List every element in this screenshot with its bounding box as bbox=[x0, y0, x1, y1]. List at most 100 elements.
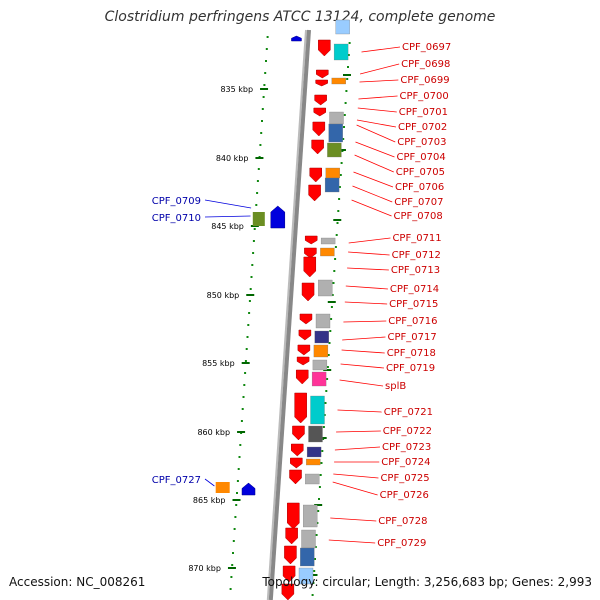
gene-label[interactable]: CPF_0704 bbox=[397, 152, 446, 163]
label-connector bbox=[353, 171, 394, 188]
cog-box bbox=[320, 247, 335, 257]
gene-label[interactable]: CPF_0699 bbox=[400, 75, 449, 86]
scale-dot bbox=[329, 330, 332, 332]
scale-label: 870 kbp bbox=[188, 564, 221, 573]
scale-dot bbox=[265, 60, 267, 62]
reverse-gene-arrow bbox=[297, 344, 311, 356]
reverse-gene-arrow bbox=[287, 502, 300, 530]
gene-label[interactable]: CPF_0724 bbox=[381, 457, 430, 468]
gene-label[interactable]: CPF_0713 bbox=[391, 265, 440, 276]
gene-label[interactable]: CPF_0725 bbox=[380, 473, 429, 484]
gene-label[interactable]: CPF_0702 bbox=[398, 122, 447, 133]
gene-label[interactable]: CPF_0717 bbox=[388, 332, 437, 343]
gene-label[interactable]: CPF_0711 bbox=[392, 233, 441, 244]
cog-box bbox=[328, 123, 343, 143]
gene-label[interactable]: CPF_0727 bbox=[152, 475, 201, 486]
scale-dot bbox=[233, 528, 236, 530]
reverse-gene-arrow bbox=[292, 425, 305, 441]
gene-label[interactable]: CPF_0700 bbox=[400, 91, 449, 102]
scale-dot bbox=[334, 258, 337, 260]
scale-dot bbox=[230, 576, 233, 578]
gene-label[interactable]: CPF_0707 bbox=[394, 197, 443, 208]
cog-box bbox=[303, 504, 318, 528]
reverse-gene-arrow bbox=[285, 527, 298, 545]
reverse-gene-arrow bbox=[298, 329, 312, 341]
gene-features bbox=[241, 35, 331, 600]
scale-label: 865 kbp bbox=[193, 496, 226, 505]
scale-dot bbox=[252, 252, 255, 254]
label-connector bbox=[332, 481, 378, 496]
cog-box bbox=[324, 177, 340, 193]
cog-box bbox=[300, 547, 315, 567]
scale-dot bbox=[246, 336, 249, 338]
gene-label[interactable]: CPF_0712 bbox=[392, 250, 441, 261]
scale-dot bbox=[244, 360, 247, 362]
gene-label[interactable]: CPF_0703 bbox=[397, 137, 446, 148]
label-connector bbox=[341, 349, 385, 354]
scale-dot bbox=[248, 300, 251, 302]
reverse-gene-arrow bbox=[318, 39, 331, 57]
scale-dot bbox=[316, 522, 319, 524]
scale-dot bbox=[235, 504, 238, 506]
scale-dot bbox=[318, 498, 320, 500]
scale-dot bbox=[315, 534, 318, 536]
scale-dot bbox=[340, 162, 343, 164]
gene-label[interactable]: CPF_0697 bbox=[402, 42, 451, 53]
reverse-gene-arrow bbox=[281, 583, 295, 600]
scale-dot bbox=[323, 414, 326, 416]
gene-label[interactable]: CPF_0698 bbox=[401, 59, 450, 70]
gene-label[interactable]: CPF_0718 bbox=[387, 348, 436, 359]
gene-label[interactable]: CPF_0719 bbox=[386, 363, 435, 374]
cog-box bbox=[315, 313, 331, 329]
reverse-gene-arrow bbox=[299, 313, 313, 325]
gene-label[interactable]: CPF_0710 bbox=[152, 213, 201, 224]
label-connectors bbox=[204, 46, 401, 544]
gene-label[interactable]: CPF_0706 bbox=[395, 182, 444, 193]
scale-dot bbox=[247, 324, 250, 326]
scale-dot bbox=[229, 588, 232, 590]
gene-label[interactable]: CPF_0715 bbox=[389, 299, 438, 310]
reverse-gene-arrow bbox=[313, 107, 327, 117]
label-connector bbox=[344, 301, 388, 305]
scale-dot bbox=[344, 102, 347, 104]
reverse-gene-arrow bbox=[295, 369, 309, 385]
scale-dot bbox=[337, 210, 340, 212]
gene-label[interactable]: CPF_0709 bbox=[152, 196, 201, 207]
reverse-gene-arrow bbox=[290, 457, 303, 469]
gene-label[interactable]: CPF_0701 bbox=[399, 107, 448, 118]
label-connector bbox=[356, 124, 396, 143]
scale-dot bbox=[231, 564, 234, 566]
scale-dot bbox=[256, 192, 259, 194]
scale-dot bbox=[343, 114, 346, 116]
scale-dot bbox=[249, 288, 252, 290]
gene-labels: CPF_0697 CPF_0698 CPF_0699 CPF_0700 CPF_0701… bbox=[152, 42, 451, 549]
gene-label[interactable]: CPF_0716 bbox=[388, 316, 437, 327]
label-connector bbox=[333, 473, 379, 479]
cog-box bbox=[329, 111, 344, 125]
scale-dot bbox=[241, 408, 244, 410]
reverse-gene-arrow bbox=[314, 94, 327, 106]
scale-dot bbox=[330, 318, 333, 320]
gene-label[interactable]: CPF_0714 bbox=[390, 284, 439, 295]
reverse-gene-arrow bbox=[304, 247, 317, 259]
gene-label[interactable]: CPF_0729 bbox=[377, 538, 426, 549]
gene-label[interactable]: CPF_0723 bbox=[382, 442, 431, 453]
scale-dot bbox=[325, 390, 328, 392]
scale-dot bbox=[255, 204, 258, 206]
gene-label[interactable]: CPF_0728 bbox=[378, 516, 427, 527]
gene-label[interactable]: CPF_0722 bbox=[383, 426, 432, 437]
scale-dot bbox=[318, 486, 321, 488]
label-connector bbox=[339, 379, 384, 387]
gene-label[interactable]: CPF_0726 bbox=[380, 490, 429, 501]
label-connector bbox=[355, 141, 395, 158]
scale-dot bbox=[266, 36, 269, 38]
label-connector bbox=[351, 199, 392, 217]
gene-label[interactable]: CPF_0721 bbox=[384, 407, 433, 418]
map-title: Clostridium perfringens ATCC 13124, comp… bbox=[104, 9, 496, 25]
gene-label[interactable]: CPF_0705 bbox=[396, 167, 445, 178]
label-connector bbox=[328, 539, 376, 544]
gene-label[interactable]: splB bbox=[385, 381, 406, 392]
cog-box bbox=[313, 344, 329, 358]
gene-label[interactable]: CPF_0708 bbox=[394, 211, 443, 222]
